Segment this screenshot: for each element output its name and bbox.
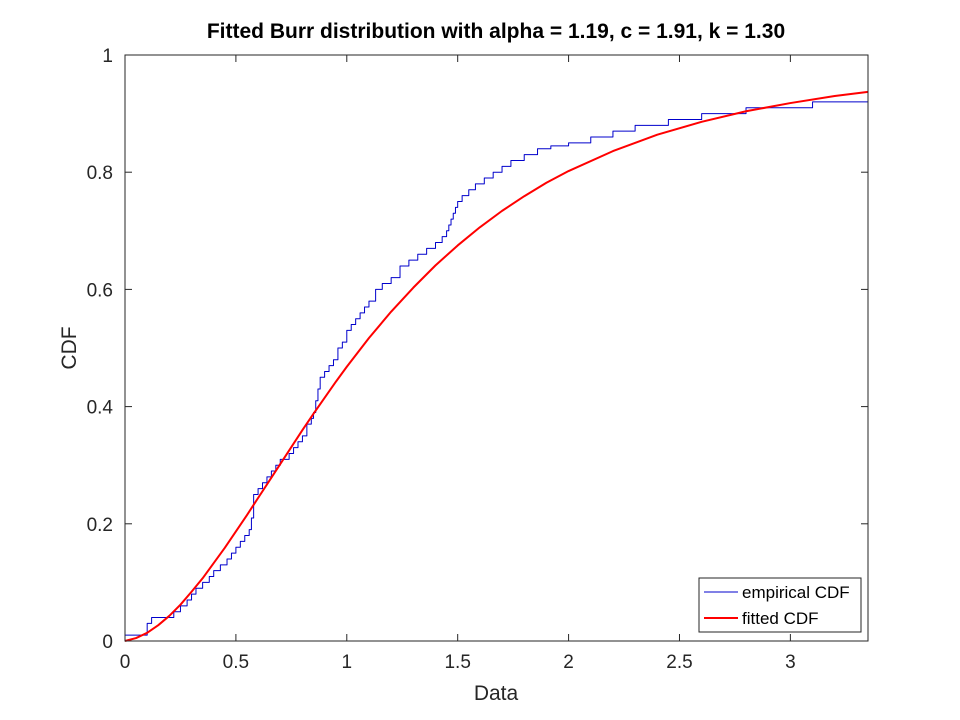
x-tick-label: 2.5 bbox=[666, 652, 692, 673]
y-tick-label: 1 bbox=[102, 46, 113, 67]
legend-label-empirical: empirical CDF bbox=[742, 583, 850, 602]
legend: empirical CDF fitted CDF bbox=[698, 577, 862, 633]
y-tick-label: 0.8 bbox=[87, 163, 113, 184]
y-axis-label: CDF bbox=[58, 326, 81, 369]
x-tick-label: 1 bbox=[342, 652, 353, 673]
x-tick-label: 1.5 bbox=[444, 652, 470, 673]
y-tick-label: 0.4 bbox=[87, 398, 114, 419]
series-empirical-cdf bbox=[125, 101, 868, 636]
plot-background bbox=[125, 55, 868, 641]
chart-title: Fitted Burr distribution with alpha = 1.… bbox=[207, 20, 785, 43]
series-layer bbox=[124, 90, 869, 642]
series-fitted-cdf bbox=[124, 90, 869, 642]
y-tick-label: 0.2 bbox=[87, 515, 113, 536]
x-tick-label: 2 bbox=[563, 652, 574, 673]
y-axis: 0 0.2 0.4 0.6 0.8 1 bbox=[87, 46, 868, 653]
legend-box bbox=[698, 577, 862, 633]
y-tick-label: 0.6 bbox=[87, 280, 113, 301]
y-tick-label: 0 bbox=[102, 632, 113, 653]
x-tick-label: 0 bbox=[120, 652, 131, 673]
x-axis-label: Data bbox=[474, 682, 519, 705]
plot-frame bbox=[124, 54, 869, 642]
x-axis: 0 0.5 1 1.5 2 2.5 3 bbox=[120, 55, 796, 673]
legend-label-fitted: fitted CDF bbox=[742, 609, 819, 628]
x-tick-label: 0.5 bbox=[223, 652, 249, 673]
x-tick-label: 3 bbox=[785, 652, 796, 673]
